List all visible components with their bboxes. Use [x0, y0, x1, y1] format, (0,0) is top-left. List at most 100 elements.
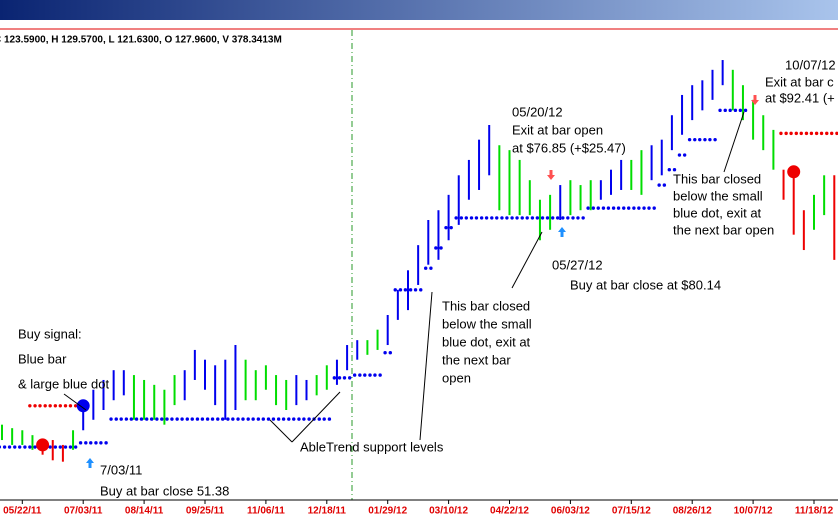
resistance-dot: [825, 131, 829, 136]
support-dot: [535, 216, 540, 220]
support-dot: [124, 417, 129, 421]
support-dot: [241, 417, 245, 421]
annotation: Buy at bar close at $80.14: [570, 277, 721, 292]
support-dot: [413, 288, 418, 292]
support-dot: [216, 417, 220, 421]
support-dot: [718, 108, 722, 113]
resistance-dot: [58, 404, 62, 408]
support-dot: [205, 417, 210, 421]
annotation: Exit at bar c: [765, 74, 834, 89]
x-tick-label: 08/26/12: [673, 506, 712, 517]
support-dot: [251, 417, 255, 421]
resistance-dot: [814, 131, 819, 136]
annotation: Exit at bar open: [512, 122, 603, 137]
support-dot: [627, 206, 631, 210]
support-dot: [231, 417, 235, 421]
support-dot: [444, 225, 448, 230]
annotation: Blue bar: [18, 351, 67, 366]
resistance-dot: [835, 131, 838, 136]
support-dot: [474, 216, 479, 220]
support-dot: [551, 216, 555, 220]
plot: 05/22/11 07/03/11 08/14/11 09/25/11 11/06/11…: [0, 60, 838, 517]
support-dot: [682, 153, 687, 157]
resistance-dot: [784, 131, 788, 136]
signal-dot: [76, 399, 90, 413]
support-dot: [439, 246, 443, 250]
support-dot: [622, 206, 626, 210]
support-dot: [322, 417, 326, 421]
buy-arrow: [558, 227, 566, 237]
support-dot: [236, 417, 240, 421]
x-tick-label: 08/14/11: [125, 506, 164, 517]
x-tick-label: 06/03/12: [551, 506, 590, 517]
support-dot: [175, 417, 179, 421]
support-dot: [195, 417, 200, 421]
support-dot: [200, 417, 205, 421]
resistance-dot: [804, 131, 809, 136]
support-dot: [408, 288, 413, 292]
support-dot: [672, 168, 677, 172]
support-dot: [302, 417, 306, 421]
support-dot: [48, 445, 52, 449]
support-dot: [363, 373, 367, 377]
support-dot: [317, 417, 321, 421]
support-dot: [114, 417, 118, 421]
support-dot: [337, 376, 342, 380]
support-dot: [23, 445, 27, 449]
support-dot: [530, 216, 535, 220]
annotation: 10/07/12: [785, 57, 836, 72]
support-dot: [576, 216, 580, 220]
annotation: 05/27/12: [552, 257, 603, 272]
support-dot: [738, 108, 743, 113]
annotation: open: [442, 370, 471, 385]
support-dot: [73, 445, 78, 449]
resistance-dot: [819, 131, 824, 136]
quote-header: C 123.5900, H 129.5700, L 121.6300, O 12…: [0, 35, 282, 46]
resistance-dot: [48, 404, 52, 408]
support-dot: [78, 441, 83, 445]
support-dot: [84, 441, 88, 445]
annotation: at $92.41 (+: [765, 90, 835, 105]
pointer: [723, 111, 745, 173]
support-dot: [287, 417, 291, 421]
support-dot: [155, 417, 159, 421]
support-dot: [99, 441, 103, 445]
support-dot: [464, 216, 468, 220]
support-dot: [652, 206, 656, 210]
support-dot: [555, 216, 560, 220]
support-dot: [495, 216, 499, 220]
support-dot: [63, 445, 68, 449]
support-dot: [373, 373, 377, 377]
resistance-dot: [799, 131, 803, 136]
support-dot: [662, 183, 667, 187]
support-dot: [713, 137, 717, 142]
support-dot: [591, 206, 595, 210]
x-tick-label: 07/03/11: [64, 506, 103, 517]
x-tick-label: 05/22/11: [3, 506, 42, 517]
support-dot: [18, 445, 22, 449]
resistance-dot: [779, 131, 783, 136]
support-dot: [698, 137, 702, 142]
support-dot: [566, 216, 570, 220]
support-dot: [352, 373, 357, 377]
support-dot: [28, 445, 32, 449]
annotation: Buy signal:: [18, 326, 82, 341]
support-dot: [33, 445, 37, 449]
annotation: 05/20/12: [512, 104, 563, 119]
support-dot: [261, 417, 265, 421]
annotation: Buy at bar close 51.38: [100, 483, 229, 498]
support-dot: [601, 206, 606, 210]
support-dot: [368, 373, 372, 377]
support-dot: [606, 206, 611, 210]
support-dot: [0, 445, 2, 449]
support-dot: [484, 216, 489, 220]
x-tick-label: 11/06/11: [247, 506, 285, 517]
signal-dot: [36, 438, 50, 452]
support-dot: [687, 137, 692, 142]
support-dot: [266, 417, 271, 421]
support-dot: [510, 216, 514, 220]
annotation: & large blue dot: [18, 376, 109, 391]
pointer: [269, 419, 293, 443]
sell-arrow: [547, 170, 555, 180]
support-dot: [454, 216, 458, 220]
